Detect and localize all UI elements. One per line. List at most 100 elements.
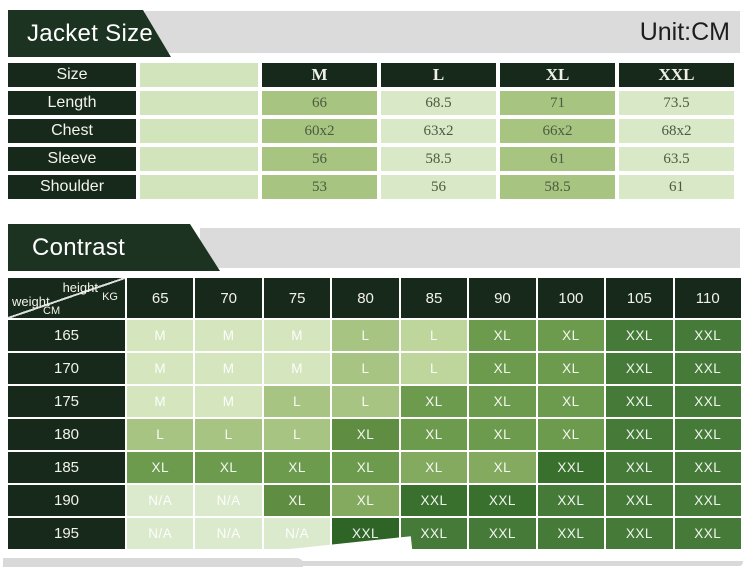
size-value-cell: 61 [619,175,734,199]
contrast-row-label: 180 [8,419,125,450]
contrast-column-header: 110 [674,278,741,318]
contrast-row-label: 170 [8,353,125,384]
size-value-cell: 63.5 [619,147,734,171]
contrast-column-header: 100 [537,278,605,318]
size-value-cell: 61 [500,147,615,171]
size-column-header: XL [500,63,615,87]
contrast-column-header: 105 [606,278,673,318]
size-value-cell: 68x2 [619,119,734,143]
contrast-column-header: 85 [400,278,468,318]
size-table-empty-cell [140,175,258,199]
contrast-cell: XL [400,386,468,417]
jacket-size-title: Jacket Size [27,19,154,47]
size-value-cell: 56 [381,175,496,199]
contrast-cell: N/A [127,485,194,516]
jacket-size-banner: Jacket Size [8,10,171,57]
size-column-header: L [381,63,496,87]
contrast-cell: N/A [127,518,194,549]
contrast-cell: XXL [537,518,605,549]
contrast-cell: XXL [606,452,673,483]
size-row-label: Length [8,91,136,115]
contrast-cell: XL [537,320,605,351]
size-table-corner: Size [8,63,136,87]
height-axis-label: height [62,280,98,295]
contrast-cell: M [263,353,331,384]
contrast-cell: M [195,386,262,417]
contrast-cell: XXL [674,485,741,516]
contrast-cell: XXL [606,518,673,549]
bottom-edge-decoration [300,561,743,566]
contrast-cell: L [332,320,399,351]
contrast-cell: XL [332,485,399,516]
contrast-cell: M [127,386,194,417]
contrast-cell: XXL [674,353,741,384]
contrast-cell: XXL [469,485,536,516]
contrast-cell: XL [469,353,536,384]
contrast-cell: L [263,419,331,450]
contrast-cell: XL [537,419,605,450]
contrast-cell: XL [469,386,536,417]
contrast-cell: M [195,353,262,384]
size-table-empty-cell [140,91,258,115]
contrast-cell: XL [332,419,399,450]
contrast-cell: XXL [400,485,468,516]
weight-axis-unit: CM [43,305,61,317]
size-value-cell: 66x2 [500,119,615,143]
contrast-cell: L [263,386,331,417]
contrast-cell: XL [263,485,331,516]
size-row-label: Chest [8,119,136,143]
contrast-cell: XXL [606,419,673,450]
size-column-header: XXL [619,63,734,87]
contrast-cell: L [332,386,399,417]
contrast-cell: XXL [674,320,741,351]
contrast-row-label: 175 [8,386,125,417]
size-value-cell: 58.5 [381,147,496,171]
bottom-edge-decoration [3,558,303,567]
contrast-row-label: 195 [8,518,125,549]
size-table-empty-cell [140,147,258,171]
size-row-label: Shoulder [8,175,136,199]
contrast-cell: XXL [606,353,673,384]
contrast-cell: XL [469,419,536,450]
contrast-title: Contrast [32,233,126,261]
weight-axis-label: weight [12,294,50,309]
size-value-cell: 73.5 [619,91,734,115]
size-value-cell: 56 [262,147,377,171]
contrast-cell: XL [469,452,536,483]
contrast-cell: N/A [195,485,262,516]
contrast-cell: XL [263,452,331,483]
contrast-cell: XL [400,452,468,483]
size-value-cell: 66 [262,91,377,115]
contrast-banner: Contrast [8,224,220,271]
contrast-cell: XXL [674,419,741,450]
contrast-cell: XXL [674,518,741,549]
contrast-cell: XL [195,452,262,483]
contrast-cell: L [400,353,468,384]
size-value-cell: 60x2 [262,119,377,143]
contrast-cell: XL [537,386,605,417]
contrast-cell: XXL [674,386,741,417]
contrast-cell: XXL [606,485,673,516]
contrast-column-header: 80 [332,278,399,318]
size-value-cell: 53 [262,175,377,199]
size-table-empty-cell [140,63,258,87]
size-value-cell: 68.5 [381,91,496,115]
contrast-column-header: 90 [469,278,536,318]
size-value-cell: 71 [500,91,615,115]
contrast-row-label: 185 [8,452,125,483]
contrast-cell: M [195,320,262,351]
contrast-cell: XXL [537,452,605,483]
size-value-cell: 58.5 [500,175,615,199]
contrast-cell: XXL [674,452,741,483]
size-row-label: Sleeve [8,147,136,171]
contrast-cell: XL [400,419,468,450]
contrast-cell: XXL [606,386,673,417]
contrast-column-header: 70 [195,278,262,318]
contrast-cell: XL [127,452,194,483]
contrast-cell: XXL [606,320,673,351]
contrast-cell: L [127,419,194,450]
contrast-cell: XXL [537,485,605,516]
contrast-cell: XXL [469,518,536,549]
contrast-cell: L [332,353,399,384]
contrast-cell: XXL [400,518,468,549]
